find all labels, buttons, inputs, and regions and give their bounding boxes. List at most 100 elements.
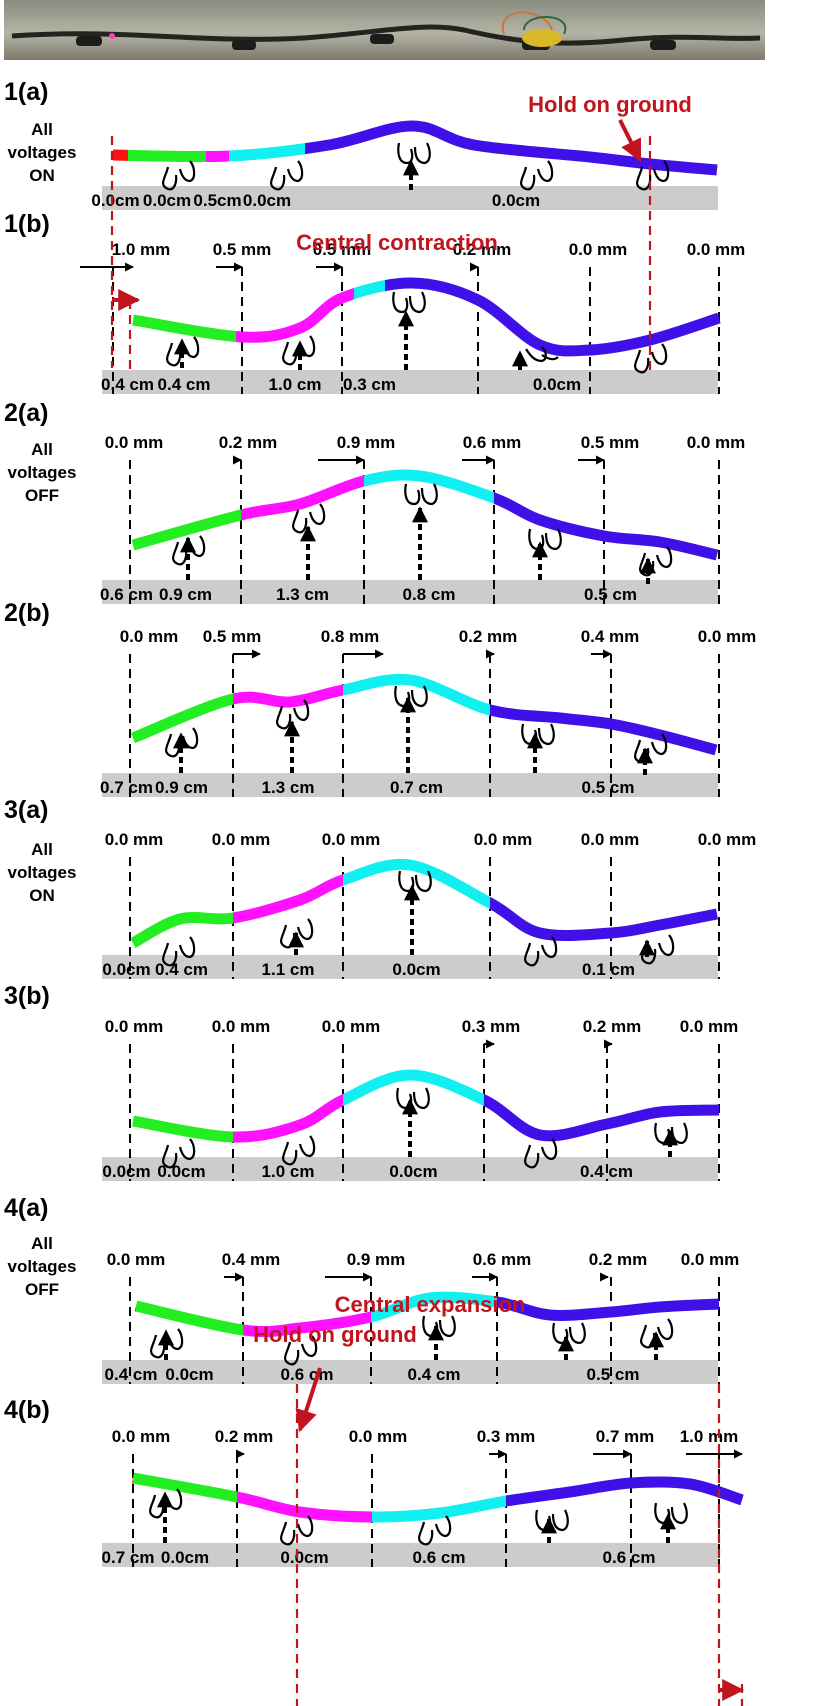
robot-segment-5 [506,1476,744,1507]
displacement-label: 0.2 mm [215,1427,274,1446]
leg-icon [392,291,426,314]
robot-segment-5 [490,704,718,756]
voltage-state-label: voltages [8,863,77,882]
height-label: 0.5 cm [587,1365,640,1384]
displacement-label: 0.0 mm [107,1250,166,1269]
voltage-state-label: All [31,1234,53,1253]
battery [522,29,562,47]
hold-on-ground-label: Hold on ground [253,1322,417,1347]
ground-bar [102,580,718,604]
panel-label: 4(a) [4,1194,48,1222]
ground-bar [102,1360,718,1384]
height-label: 0.5cm [193,191,241,210]
height-label: 0.4 cm [408,1365,461,1384]
displacement-label: 0.0 mm [474,830,533,849]
leg-icon [161,160,196,191]
leg-icon [269,160,304,191]
voltage-state-label: OFF [25,1280,59,1299]
displacement-label: 0.9 mm [337,433,396,452]
displacement-label: 0.5 mm [213,240,272,259]
leg-icon [283,1335,318,1366]
height-label: 0.4 cm [580,1162,633,1181]
height-label: 0.6 cm [281,1365,334,1384]
panel-label: 3(b) [4,982,50,1010]
displacement-label: 0.2 mm [219,433,278,452]
height-label: 0.6 cm [413,1548,466,1567]
displacement-label: 0.6 mm [473,1250,532,1269]
leg-icon [279,1515,314,1546]
height-label: 1.0 cm [269,375,322,394]
displacement-label: 0.0 mm [322,1017,381,1036]
height-label: 0.4 cm [105,1365,158,1384]
robot-leg [76,36,102,46]
robot-segment-5 [497,1296,720,1321]
height-label: 0.7 cm [100,778,153,797]
leg-icon [161,936,196,967]
leg-icon [535,1509,569,1532]
robot-segment-3 [233,1093,343,1143]
height-label: 0.6 cm [603,1548,656,1567]
robot-segment-4 [343,1069,484,1107]
robot-photo [4,0,765,60]
ground-bar [102,955,718,979]
displacement-label: 0.0 mm [698,627,757,646]
robot-leg [650,40,676,50]
robot-segment-4 [343,858,490,910]
ground-bar [102,1543,718,1567]
wire-loop [523,16,567,35]
leg-icon [149,1328,184,1359]
leg-icon [417,1515,452,1546]
panel-8: 4(b) 0.7 cm 0.0cm 0.0cm 0.6 cm 0.6 cm 0.0 mm 0.… [4,1396,744,1567]
displacement-label: 0.5 mm [313,240,372,259]
leg-icon [519,160,554,191]
leg-icon [397,142,431,165]
height-label: 0.6 cm [100,585,153,604]
height-label: 0.1 cm [582,960,635,979]
panel-label: 1(b) [4,210,50,238]
leg-icon [638,546,673,577]
leg-icon [396,1087,430,1110]
height-label: 0.0cm [165,1365,213,1384]
displacement-label: 0.0 mm [212,830,271,849]
height-label: 1.3 cm [276,585,329,604]
displacement-label: 0.0 mm [120,627,179,646]
displacement-label: 0.0 mm [112,1427,171,1446]
leg-icon [291,503,326,534]
leg-icon [654,1502,688,1525]
voltage-state-label: voltages [8,463,77,482]
displacement-label: 0.0 mm [105,830,164,849]
height-label: 0.7 cm [390,778,443,797]
robot-leg [232,40,256,50]
robot-body-strip [11,24,761,46]
displacement-label: 0.0 mm [212,1017,271,1036]
height-label: 0.9 cm [159,585,212,604]
leg-icon [404,483,438,506]
hold-pointer-arrow [295,1367,322,1433]
panel-2: 1(b) 0.4 cm 0.4 cm 1.0 cm 0.3 cm 0.0cm 1.0 mm 0… [4,210,745,394]
voltage-state-label: All [31,440,53,459]
displacement-label: 0.3 mm [477,1427,536,1446]
displacement-label: 0.0 mm [687,433,746,452]
height-label: 0.0cm [91,191,139,210]
displacement-label: 0.3 mm [462,1017,521,1036]
status-led [109,33,115,39]
displacement-label: 0.9 mm [347,1250,406,1269]
voltage-state-label: All [31,120,53,139]
displacement-label: 0.0 mm [581,830,640,849]
ground-bar [102,370,718,394]
height-label: 0.0cm [143,191,191,210]
displacement-label: 0.0 mm [322,830,381,849]
leg-icon [165,336,200,367]
leg-icon [521,723,555,746]
hold-pointer-arrow [618,119,642,162]
displacement-label: 0.2 mm [583,1017,642,1036]
hold-markers [110,119,745,1706]
leg-icon [523,936,558,967]
height-label: 0.8 cm [403,585,456,604]
central-contraction-label: Central contraction [296,230,498,255]
central-expansion-label: Central expansion [335,1292,526,1317]
voltage-state-label: ON [29,166,55,185]
displacement-label: 0.0 mm [687,240,746,259]
